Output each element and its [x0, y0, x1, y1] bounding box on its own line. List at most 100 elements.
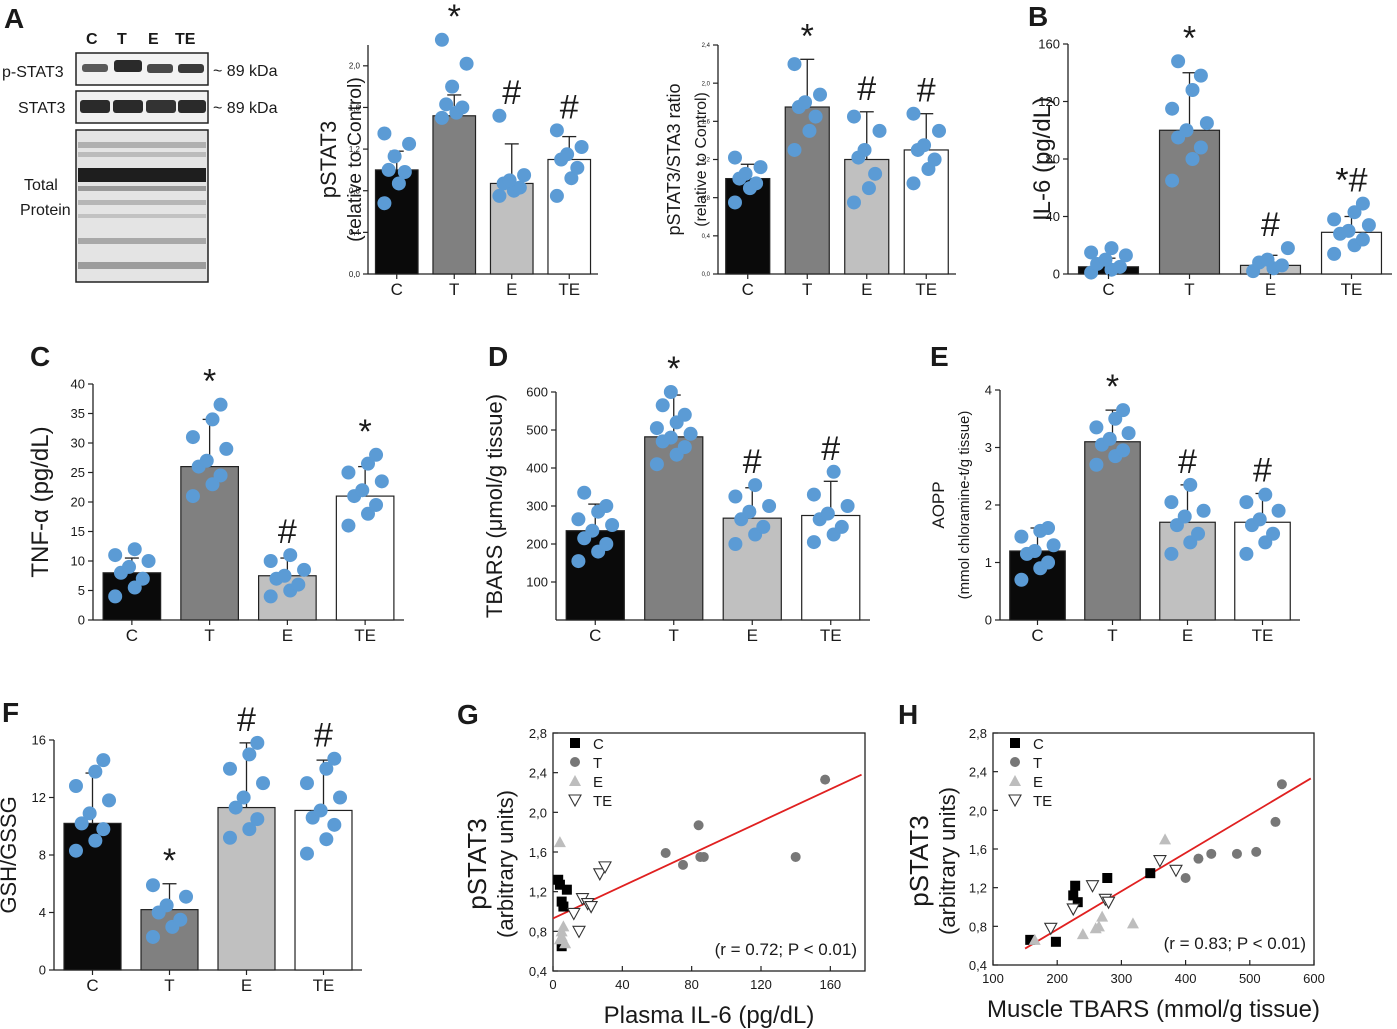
- data-point-C: [1025, 934, 1036, 945]
- data-point-T: [655, 398, 670, 413]
- x-tick-label: E: [747, 626, 758, 645]
- lane-label-e: E: [148, 31, 159, 48]
- data-point-T: [1206, 848, 1217, 859]
- data-point-T: [219, 441, 234, 456]
- y-tick-label: 20: [71, 495, 85, 510]
- y-tick-label: 40: [1046, 209, 1060, 224]
- data-point-T: [698, 851, 709, 862]
- panel-letter-tbars: D: [488, 341, 508, 372]
- kda-label-1: ~ 89 kDa: [213, 63, 278, 80]
- data-point-E: [297, 562, 312, 577]
- y-tick-label: 2: [985, 498, 992, 513]
- y-tick-label: 0,4: [529, 964, 547, 979]
- data-point-TE: [1239, 546, 1254, 561]
- y-tick-label: 300: [526, 499, 548, 514]
- data-point-E: [559, 937, 572, 949]
- data-point-C: [1104, 241, 1119, 256]
- chart-il6: B 0 40 80 120 160 IL-6 (pg/dL) C T * E # TE *#: [1028, 1, 1392, 299]
- data-point-C: [1072, 897, 1083, 908]
- data-point-E: [256, 776, 271, 791]
- x-tick-label: TE: [354, 626, 376, 645]
- data-point-C: [1014, 529, 1029, 544]
- chart-tnf: C 0 5 10 15 20 25 30 35 40 TNF-α (pg/dL) C T * E # TE *: [27, 341, 404, 645]
- y-tick-label: 80: [1046, 152, 1060, 167]
- y-axis-label: (relative to Control): [693, 92, 710, 227]
- x-tick-label: 600: [1303, 971, 1325, 986]
- y-tick-label: 1,2: [529, 885, 547, 900]
- data-point-E: [1183, 477, 1198, 492]
- x-axis-label: Plasma IL-6 (pg/dL): [604, 1002, 815, 1029]
- x-tick-label: 400: [1175, 971, 1197, 986]
- data-point-C: [121, 559, 136, 574]
- significance-mark-TE: *#: [1335, 162, 1367, 200]
- y-tick-label: 1,6: [529, 845, 547, 860]
- y-tick-label: 0,0: [349, 270, 361, 279]
- significance-mark-E: #: [1178, 443, 1197, 481]
- data-point-C: [577, 485, 592, 500]
- data-point-T: [1193, 68, 1208, 83]
- data-point-TE: [598, 861, 612, 875]
- data-point-C: [108, 548, 123, 563]
- data-point-TE: [574, 140, 589, 155]
- data-point-E: [242, 822, 257, 837]
- x-tick-label: 0: [549, 977, 556, 992]
- y-tick-label: 2,0: [702, 81, 711, 87]
- x-tick-label: C: [1102, 280, 1114, 299]
- data-point-E: [492, 108, 507, 123]
- significance-mark-E: #: [1261, 206, 1280, 244]
- y-axis-label: IL-6 (pg/dL): [1029, 97, 1056, 221]
- y-tick-label: 0,4: [702, 234, 711, 240]
- data-point-T: [213, 397, 228, 412]
- data-point-TE: [333, 790, 348, 805]
- data-point-C: [377, 196, 392, 211]
- y-tick-label: 1,2: [349, 145, 361, 154]
- tp-band-7: [78, 238, 206, 244]
- data-point-C: [108, 589, 123, 604]
- x-tick-label: T: [204, 626, 214, 645]
- data-point-T: [199, 453, 214, 468]
- chart-pstat3: 0,0 0,4 0,8 1,2 1,6 2,0 pSTAT3 (relative to Con…: [316, 0, 598, 299]
- data-point-TE: [341, 465, 356, 480]
- data-point-TE: [1258, 487, 1273, 502]
- data-point-T: [693, 820, 704, 831]
- chart-scatterG: G 0,4 0,8 1,2 1,6 2,0 2,4 2,8 0 40 80 120 160 Plasma …: [457, 699, 866, 1029]
- data-point-T: [677, 407, 692, 422]
- data-point-TE: [313, 803, 328, 818]
- y-tick-label: 3: [985, 440, 992, 455]
- data-point-E: [250, 735, 265, 750]
- lane-label-t: T: [117, 31, 127, 48]
- data-point-T: [445, 79, 460, 94]
- data-point-TE: [1347, 205, 1362, 220]
- data-point-C: [1041, 521, 1056, 535]
- significance-mark-TE: #: [1253, 452, 1272, 490]
- legend-marker-C: [570, 738, 580, 748]
- chart-tbars: D 100 200 300 400 500 600 TBARS (μmol/g tissue)…: [482, 341, 870, 645]
- x-tick-label: C: [742, 280, 754, 299]
- y-tick-label: 2,4: [529, 766, 547, 781]
- data-point-T: [213, 468, 228, 483]
- data-point-C: [82, 806, 97, 821]
- lane-label-c: C: [86, 31, 98, 48]
- data-point-T: [145, 929, 160, 944]
- data-point-T: [798, 95, 813, 110]
- data-point-TE: [369, 447, 384, 462]
- data-point-TE: [932, 123, 947, 138]
- data-point-T: [205, 477, 220, 492]
- data-point-T: [1185, 152, 1200, 166]
- data-point-C: [1068, 890, 1079, 901]
- data-point-TE: [1239, 495, 1254, 510]
- x-tick-label: TE: [558, 280, 580, 299]
- chart-gsh: F 0 4 8 12 16 GSH/GSSG C T * E # TE #: [0, 697, 362, 995]
- data-point-T: [1180, 873, 1191, 883]
- data-point-T: [145, 878, 160, 893]
- panel-letter-il6: B: [1028, 1, 1048, 32]
- data-point-T: [1171, 54, 1186, 69]
- data-point-E: [291, 577, 306, 592]
- y-tick-label: 160: [1038, 37, 1060, 52]
- data-point-TE: [826, 464, 841, 479]
- data-point-E: [263, 589, 278, 604]
- y-tick-label: 2,8: [529, 726, 547, 741]
- panel-letter-aopp: E: [930, 341, 949, 372]
- y-tick-label: 1,6: [349, 103, 361, 112]
- data-point-T: [1165, 101, 1180, 116]
